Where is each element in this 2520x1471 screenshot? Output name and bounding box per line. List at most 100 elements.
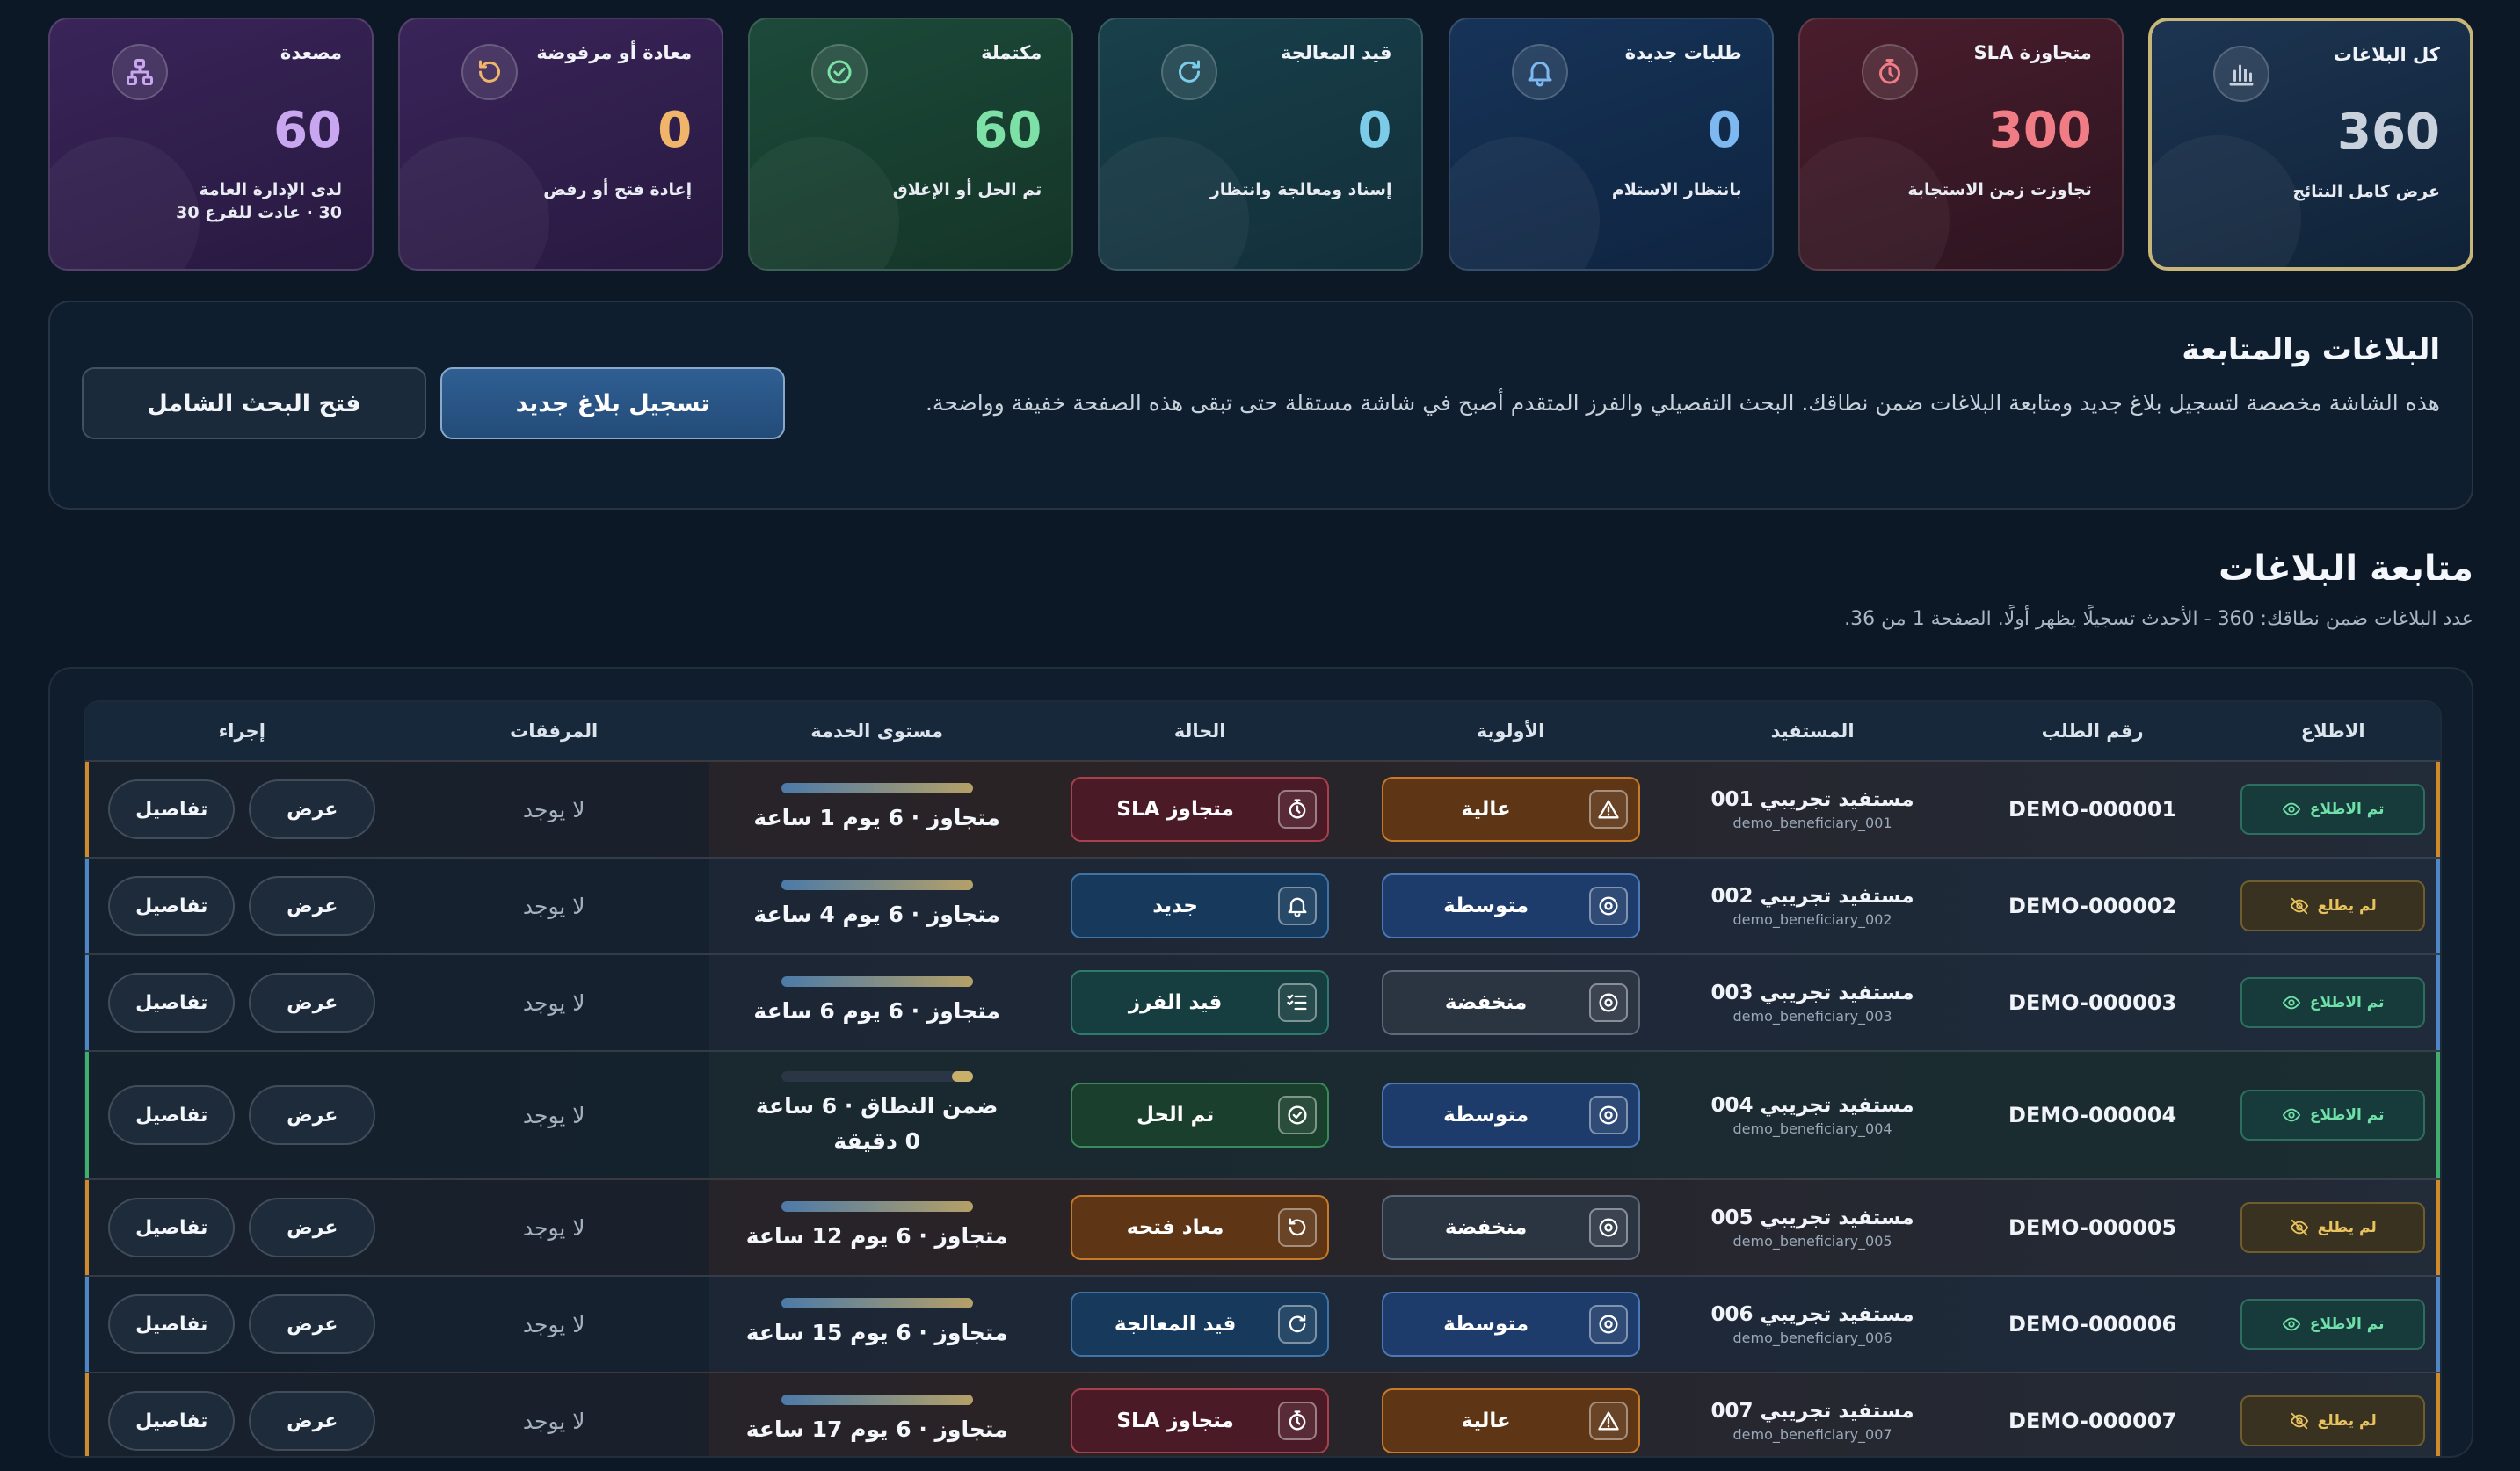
target-icon xyxy=(1588,887,1628,925)
status-badge: تم الحل xyxy=(1071,1083,1330,1148)
attachments-cell: لا يوجد xyxy=(398,1052,709,1178)
sla-progress-bar xyxy=(781,1395,973,1405)
target-icon xyxy=(1588,1208,1628,1247)
column-header: الأولوية xyxy=(1476,721,1545,742)
stat-card-done[interactable]: مكتملة 60 تم الحل أو الإغلاق xyxy=(748,18,1074,271)
view-button[interactable]: عرض xyxy=(249,779,376,839)
column-header: المستفيد xyxy=(1770,721,1855,742)
request-number: DEMO-000007 xyxy=(2008,1409,2177,1433)
stat-card-proc[interactable]: قيد المعالجة 0 إسناد ومعالجة وانتظار xyxy=(1098,18,1424,271)
actions-cell: عرض تفاصيل xyxy=(85,1052,399,1178)
attachments-cell: لا يوجد xyxy=(398,955,709,1050)
priority-cell: متوسطة xyxy=(1355,1083,1666,1148)
reports-table: الاطلاع رقم الطلب المستفيد الأولوية الحالة مس… xyxy=(84,700,2442,1456)
ack-badge[interactable]: تم الاطلاع xyxy=(2240,1299,2426,1350)
stat-card-subtitle: تم الحل أو الإغلاق xyxy=(892,180,1042,199)
row-actions: عرض تفاصيل xyxy=(108,876,376,936)
status-label: تم الحل xyxy=(1136,1104,1215,1127)
beneficiary-username: demo_beneficiary_003 xyxy=(1732,1007,1892,1025)
view-button[interactable]: عرض xyxy=(249,1198,376,1257)
status-cell: قيد المعالجة xyxy=(1044,1292,1354,1357)
stat-card-subtitle: تجاوزت زمن الاستجابة xyxy=(1907,180,2092,199)
new-report-button[interactable]: تسجيل بلاغ جديد xyxy=(440,367,785,439)
stat-card-value: 0 xyxy=(657,102,693,159)
actions-cell: عرض تفاصيل xyxy=(85,1277,399,1372)
view-button[interactable]: عرض xyxy=(249,973,376,1033)
details-button[interactable]: تفاصيل xyxy=(108,1391,236,1451)
refresh-icon xyxy=(1278,1305,1318,1344)
ack-label: تم الاطلاع xyxy=(2309,994,2385,1011)
open-search-button[interactable]: فتح البحث الشامل xyxy=(82,367,426,439)
stat-card-value: 0 xyxy=(1357,102,1392,159)
stat-card-reopen[interactable]: معادة أو مرفوضة 0 إعادة فتح أو رفض xyxy=(398,18,724,271)
beneficiary-name: مستفيد تجريبي 002 xyxy=(1710,884,1914,908)
sla-cell: ضمن النطاق · 6 ساعة 0 دقيقة xyxy=(709,1071,1044,1159)
sla-cell: متجاوز · 6 يوم 17 ساعة xyxy=(709,1395,1044,1447)
priority-badge: متوسطة xyxy=(1381,873,1640,938)
ack-label: لم يطلع xyxy=(2317,1219,2377,1236)
priority-label: عالية xyxy=(1461,798,1511,821)
view-button[interactable]: عرض xyxy=(249,1294,376,1354)
table-row: تم الاطلاع DEMO-000006 مستفيد تجريبي 006 de… xyxy=(85,1275,2440,1372)
attachments-cell: لا يوجد xyxy=(398,1277,709,1372)
priority-label: متوسطة xyxy=(1443,1313,1529,1336)
actions-cell: عرض تفاصيل xyxy=(85,762,399,857)
status-label: قيد المعالجة xyxy=(1114,1313,1237,1336)
view-button[interactable]: عرض xyxy=(249,1085,376,1145)
sla-text: متجاوز · 6 يوم 4 ساعة xyxy=(753,902,1000,927)
stat-card-new[interactable]: طلبات جديدة 0 بانتظار الاستلام xyxy=(1448,18,1774,271)
beneficiary-username: demo_beneficiary_006 xyxy=(1732,1329,1892,1346)
stat-cards: كل البلاغات 360 عرض كامل النتائج متجاوزة SL… xyxy=(48,18,2473,271)
details-button[interactable]: تفاصيل xyxy=(108,1085,236,1145)
ack-badge[interactable]: لم يطلع xyxy=(2240,1202,2426,1253)
stat-card-title: مكتملة xyxy=(981,42,1042,63)
priority-badge: متوسطة xyxy=(1381,1083,1640,1148)
beneficiary-username: demo_beneficiary_007 xyxy=(1732,1425,1892,1443)
status-badge: قيد المعالجة xyxy=(1071,1292,1330,1357)
priority-cell: عالية xyxy=(1355,777,1666,842)
details-button[interactable]: تفاصيل xyxy=(108,779,236,839)
details-button[interactable]: تفاصيل xyxy=(108,876,236,936)
target-icon xyxy=(1588,1305,1628,1344)
column-header: رقم الطلب xyxy=(2041,721,2144,742)
stat-card-title: معادة أو مرفوضة xyxy=(536,42,693,63)
details-button[interactable]: تفاصيل xyxy=(108,1198,236,1257)
stat-card-title: طلبات جديدة xyxy=(1624,42,1742,63)
warning-icon xyxy=(1588,1402,1628,1440)
ack-badge[interactable]: لم يطلع xyxy=(2240,880,2426,931)
ack-badge[interactable]: تم الاطلاع xyxy=(2240,977,2426,1028)
timer-icon xyxy=(1861,44,1918,100)
ack-cell: تم الاطلاع xyxy=(2226,977,2440,1028)
ack-badge[interactable]: تم الاطلاع xyxy=(2240,784,2426,835)
beneficiary-username: demo_beneficiary_001 xyxy=(1732,814,1892,831)
view-button[interactable]: عرض xyxy=(249,1391,376,1451)
priority-label: متوسطة xyxy=(1443,895,1529,917)
stat-card-all[interactable]: كل البلاغات 360 عرض كامل النتائج xyxy=(2147,18,2473,271)
status-label: معاد فتحه xyxy=(1126,1216,1224,1239)
ack-badge[interactable]: لم يطلع xyxy=(2240,1395,2426,1446)
attachments-value: لا يوجد xyxy=(522,1408,585,1434)
stat-card-title: مصعدة xyxy=(280,42,342,63)
details-button[interactable]: تفاصيل xyxy=(108,1294,236,1354)
beneficiary-name: مستفيد تجريبي 007 xyxy=(1710,1399,1914,1423)
stat-card-title: متجاوزة SLA xyxy=(1973,42,2092,63)
eye-icon xyxy=(2282,1105,2301,1125)
priority-label: منخفضة xyxy=(1444,1216,1528,1239)
details-button[interactable]: تفاصيل xyxy=(108,973,236,1033)
ack-badge[interactable]: تم الاطلاع xyxy=(2240,1090,2426,1141)
view-button[interactable]: عرض xyxy=(249,876,376,936)
stat-card-esc[interactable]: مصعدة 60 لدى الإدارة العامة 30 · عادت للفرع… xyxy=(48,18,374,271)
stat-card-sla[interactable]: متجاوزة SLA 300 تجاوزت زمن الاستجابة xyxy=(1797,18,2124,271)
undo-icon xyxy=(461,44,519,100)
priority-badge: متوسطة xyxy=(1381,1292,1640,1357)
sla-cell: متجاوز · 6 يوم 6 ساعة xyxy=(709,976,1044,1029)
timer-icon xyxy=(1278,790,1318,829)
eye-off-icon xyxy=(2290,1218,2309,1237)
ack-label: تم الاطلاع xyxy=(2309,1315,2385,1333)
beneficiary-cell: مستفيد تجريبي 007 demo_beneficiary_007 xyxy=(1666,1400,1959,1443)
beneficiary-name: مستفيد تجريبي 005 xyxy=(1710,1206,1914,1229)
sla-cell: متجاوز · 6 يوم 1 ساعة xyxy=(709,783,1044,836)
column-header: الاطلاع xyxy=(2300,721,2365,742)
ack-label: تم الاطلاع xyxy=(2309,1106,2385,1124)
ack-cell: لم يطلع xyxy=(2226,880,2440,931)
